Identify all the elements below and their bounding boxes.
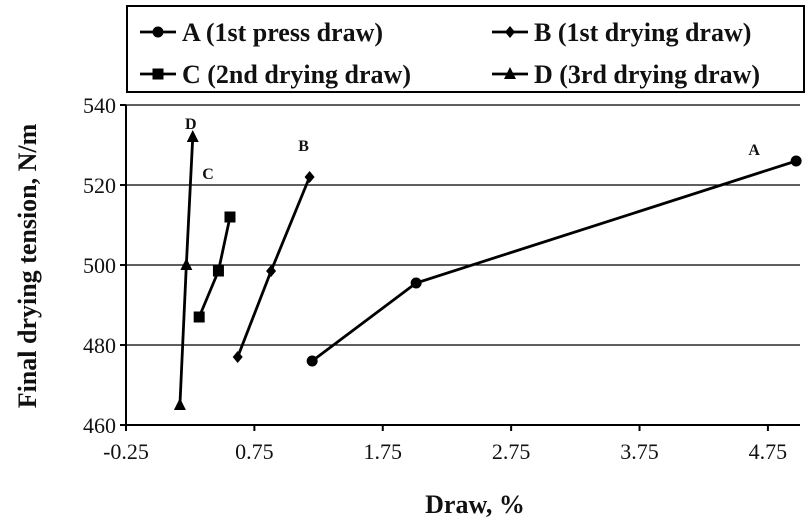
legend: A (1st press draw) B (1st drying draw) C (… <box>126 5 805 93</box>
point-A-2 <box>790 155 802 167</box>
series-line-D <box>178 136 195 406</box>
x-axis-title: Draw, % <box>425 490 525 519</box>
point-B-1 <box>266 265 277 277</box>
point-D-2 <box>186 130 199 142</box>
x-tick-label-0: -0.25 <box>103 439 149 464</box>
series-annotation-B: B <box>298 138 309 155</box>
legend-label-D: D (3rd drying draw) <box>534 60 760 89</box>
legend-frame <box>126 5 805 93</box>
legend-item-A: A (1st press draw) <box>140 18 383 47</box>
point-B-0 <box>232 351 243 363</box>
x-tick-label-1: 0.75 <box>235 439 274 464</box>
series-C: C <box>193 166 236 323</box>
x-tick-label-2: 1.75 <box>364 439 403 464</box>
point-C-2 <box>224 211 236 223</box>
legend-marker-A <box>152 26 164 38</box>
series-D: D <box>173 116 199 410</box>
legend-marker-B <box>505 26 515 38</box>
point-C-0 <box>193 311 205 323</box>
series-B: B <box>232 138 315 363</box>
series-line-A <box>311 159 797 363</box>
legend-label-A: A (1st press draw) <box>182 18 383 47</box>
y-tick-label-4: 540 <box>83 93 116 118</box>
series-A: A <box>306 142 802 367</box>
y-tick-label-3: 520 <box>83 173 116 198</box>
legend-label-C: C (2nd drying draw) <box>182 60 411 89</box>
point-C-1 <box>212 265 224 277</box>
y-tick-label-2: 500 <box>83 253 116 278</box>
point-D-1 <box>180 258 193 270</box>
y-tick-label-1: 480 <box>83 333 116 358</box>
legend-marker-D <box>504 67 516 79</box>
series-annotation-C: C <box>202 166 214 183</box>
series-line-B <box>236 176 311 358</box>
legend-item-B: B (1st drying draw) <box>492 18 751 47</box>
legend-label-B: B (1st drying draw) <box>534 18 751 47</box>
point-B-2 <box>304 171 315 183</box>
x-tick-label-4: 3.75 <box>620 439 659 464</box>
y-axis-title: Final drying tension, N/m <box>13 123 42 408</box>
legend-item-D: D (3rd drying draw) <box>492 60 760 89</box>
y-tick-label-0: 460 <box>83 413 116 438</box>
legend-marker-C <box>152 68 164 80</box>
series-annotation-D: D <box>185 116 197 133</box>
series-annotation-A: A <box>748 142 760 159</box>
point-A-1 <box>410 277 422 289</box>
point-D-0 <box>173 398 186 410</box>
x-tick-label-5: 4.75 <box>749 439 788 464</box>
legend-item-C: C (2nd drying draw) <box>140 60 411 89</box>
x-tick-label-3: 2.75 <box>492 439 531 464</box>
point-A-0 <box>306 355 318 367</box>
